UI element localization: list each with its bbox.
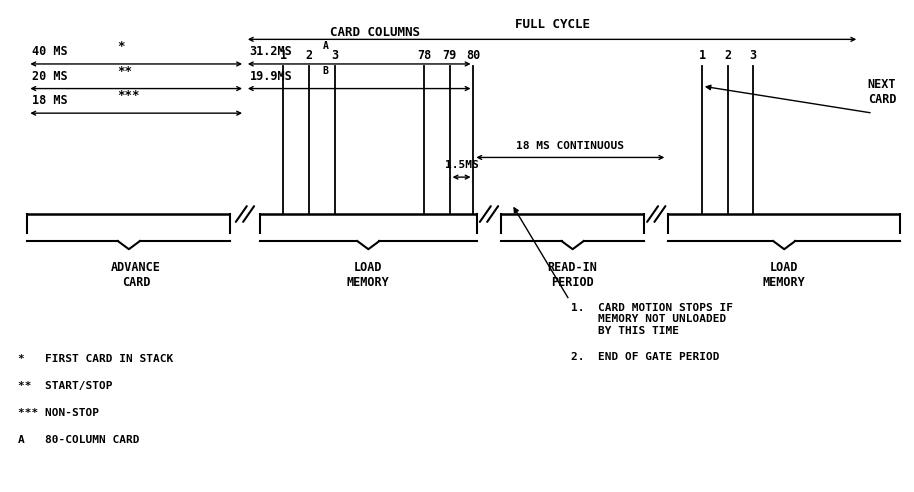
Text: 18 MS CONTINUOUS: 18 MS CONTINUOUS bbox=[516, 141, 624, 151]
Text: 3: 3 bbox=[331, 50, 338, 62]
Text: 1.  CARD MOTION STOPS IF
    MEMORY NOT UNLOADED
    BY THIS TIME: 1. CARD MOTION STOPS IF MEMORY NOT UNLOA… bbox=[571, 303, 733, 336]
Text: 79: 79 bbox=[442, 50, 457, 62]
Text: A: A bbox=[323, 41, 328, 51]
Text: 2: 2 bbox=[724, 50, 731, 62]
Text: 1: 1 bbox=[280, 50, 287, 62]
Text: 40 MS: 40 MS bbox=[32, 45, 68, 58]
Text: ADVANCE
CARD: ADVANCE CARD bbox=[112, 261, 161, 289]
Text: B: B bbox=[323, 66, 328, 76]
Text: *   FIRST CARD IN STACK: * FIRST CARD IN STACK bbox=[18, 354, 174, 364]
Text: 31.2MS: 31.2MS bbox=[250, 45, 292, 58]
Text: **: ** bbox=[117, 65, 132, 78]
Text: 18 MS: 18 MS bbox=[32, 94, 68, 107]
Text: 1.5MS: 1.5MS bbox=[445, 160, 478, 170]
Text: CARD COLUMNS: CARD COLUMNS bbox=[330, 27, 420, 39]
Text: 2: 2 bbox=[305, 50, 313, 62]
Text: 3: 3 bbox=[749, 50, 757, 62]
Text: NEXT
CARD: NEXT CARD bbox=[867, 78, 897, 106]
Text: 2.  END OF GATE PERIOD: 2. END OF GATE PERIOD bbox=[571, 352, 719, 362]
Text: FULL CYCLE: FULL CYCLE bbox=[515, 18, 590, 31]
Text: READ-IN
PERIOD: READ-IN PERIOD bbox=[547, 261, 598, 289]
Text: *: * bbox=[117, 40, 124, 53]
Text: LOAD
MEMORY: LOAD MEMORY bbox=[347, 261, 389, 289]
Text: **  START/STOP: ** START/STOP bbox=[18, 381, 112, 391]
Text: 78: 78 bbox=[417, 50, 431, 62]
Text: A   80-COLUMN CARD: A 80-COLUMN CARD bbox=[18, 435, 140, 445]
Text: 1: 1 bbox=[698, 50, 706, 62]
Text: LOAD
MEMORY: LOAD MEMORY bbox=[763, 261, 805, 289]
Text: 80: 80 bbox=[466, 50, 481, 62]
Text: ***: *** bbox=[117, 90, 140, 102]
Text: 19.9MS: 19.9MS bbox=[250, 70, 292, 83]
Text: *** NON-STOP: *** NON-STOP bbox=[18, 408, 100, 418]
Text: 20 MS: 20 MS bbox=[32, 70, 68, 83]
